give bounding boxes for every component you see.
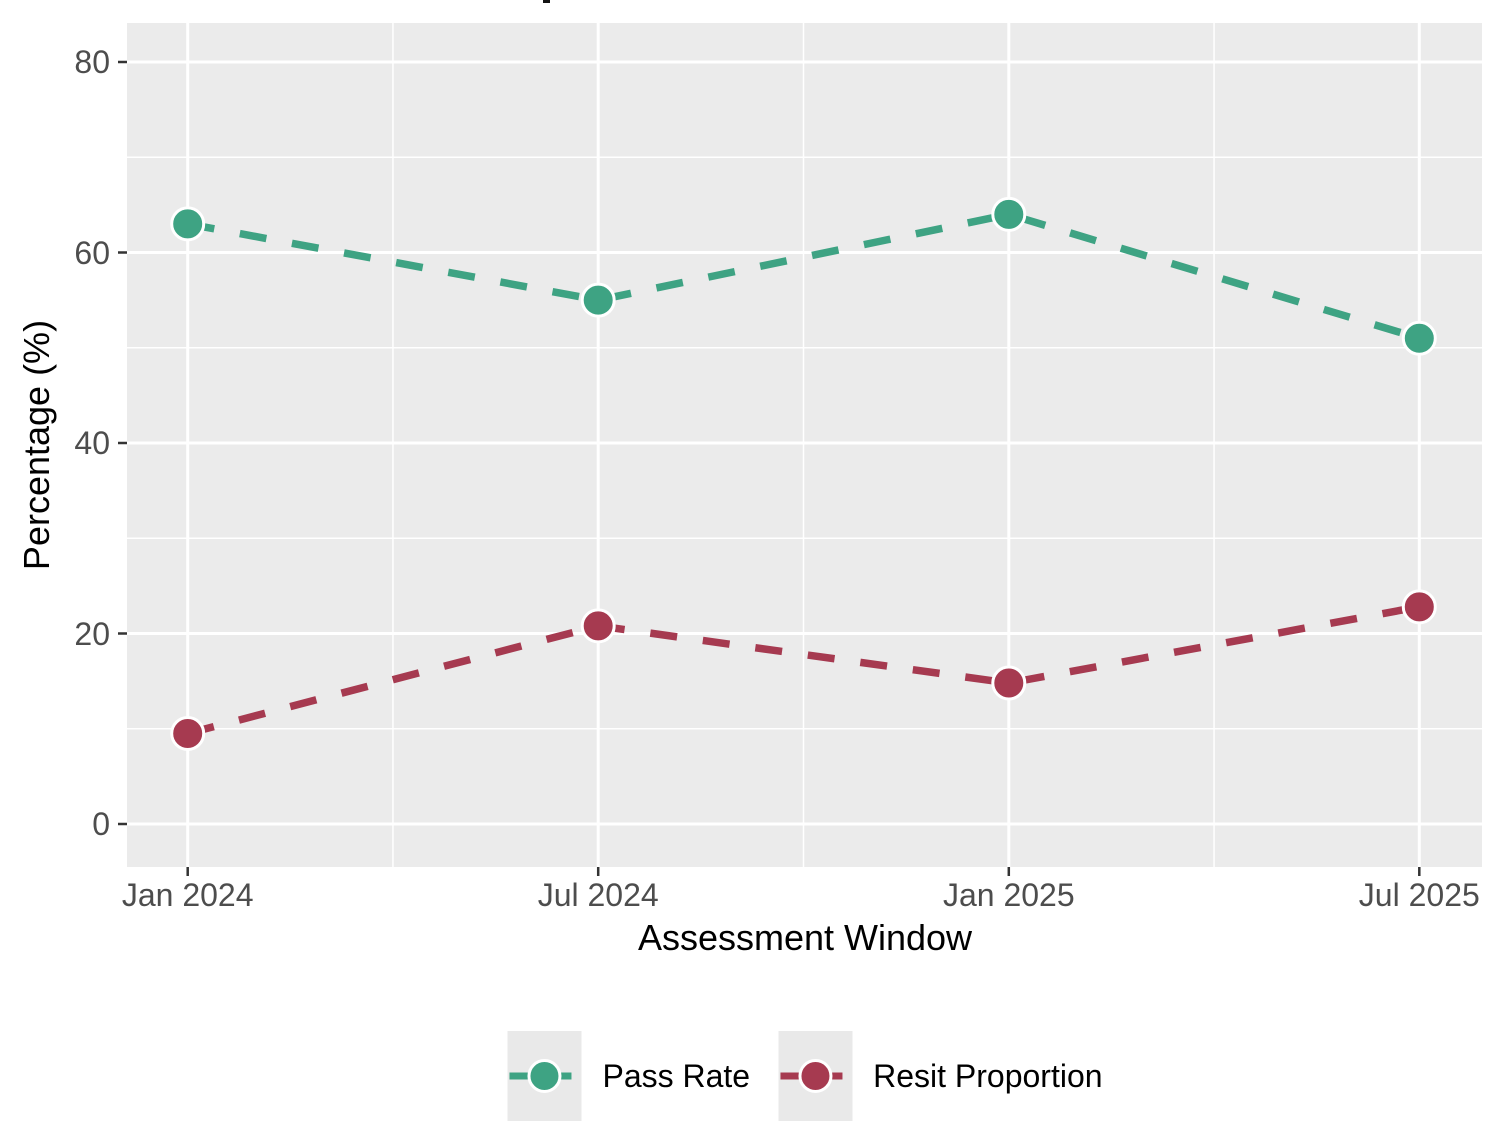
y-tick-label: 80 — [74, 44, 110, 80]
legend-point-marker — [798, 1059, 833, 1093]
data-point-pass-rate — [1401, 320, 1437, 356]
data-point-resit-proportion — [170, 716, 206, 752]
data-point-pass-rate — [170, 206, 206, 242]
legend-point-marker — [527, 1059, 562, 1093]
legend-key-pass-rate — [507, 1031, 582, 1121]
legend-item-resit-proportion: Resit Proportion — [778, 1031, 1103, 1121]
series-line-resit-proportion — [186, 603, 1420, 738]
panel-background — [127, 23, 1482, 867]
data-point-resit-proportion — [1401, 589, 1437, 625]
legend-label-resit-proportion: Resit Proportion — [873, 1058, 1103, 1094]
legend-key-resit-proportion — [778, 1031, 853, 1121]
legend-item-pass-rate: Pass Rate — [507, 1031, 750, 1121]
y-tick-label: 0 — [92, 806, 110, 842]
legend: Pass Rate Resit Proportion — [507, 1031, 1103, 1121]
x-tick-label: Jan 2025 — [942, 877, 1075, 913]
x-tick-label: Jul 2024 — [537, 877, 659, 913]
legend-label-pass-rate: Pass Rate — [602, 1058, 751, 1094]
legend-key-glyph-resit-proportion — [780, 1059, 851, 1093]
y-axis-title: Percentage (%) — [16, 319, 57, 571]
x-tick-label: Jan 2024 — [121, 877, 254, 913]
data-point-resit-proportion — [991, 665, 1027, 701]
y-tick-label: 20 — [74, 615, 110, 652]
data-point-pass-rate — [580, 282, 616, 318]
y-tick-label: 40 — [74, 425, 110, 461]
data-point-resit-proportion — [580, 608, 616, 644]
x-tick-label: Jul 2025 — [1358, 877, 1480, 913]
clipped-title-artifact — [543, 0, 550, 3]
data-point-pass-rate — [991, 196, 1027, 232]
x-axis-title: Assessment Window — [637, 917, 973, 958]
legend-key-glyph-pass-rate — [509, 1059, 580, 1093]
y-tick-label: 60 — [74, 234, 110, 271]
